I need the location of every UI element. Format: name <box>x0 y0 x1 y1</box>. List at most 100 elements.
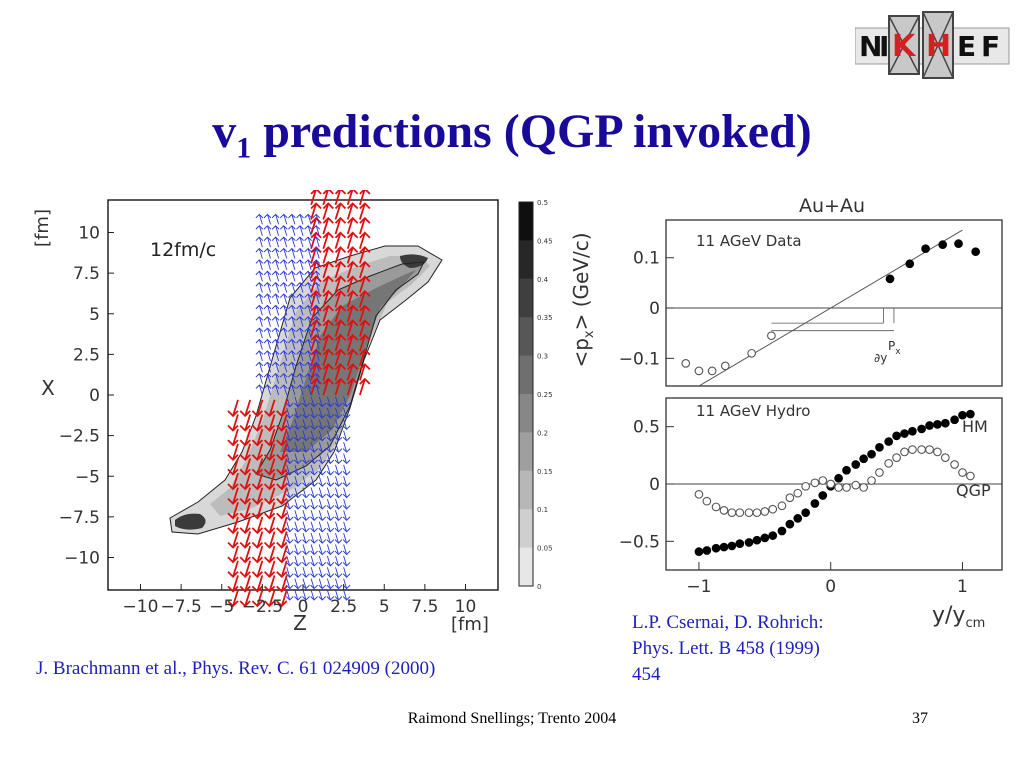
flow-arrow <box>310 589 318 601</box>
flow-arrow <box>334 464 343 476</box>
flow-arrow <box>271 247 280 259</box>
flow-arrow <box>279 247 288 259</box>
flow-arrow <box>255 213 264 225</box>
flow-arrow <box>326 487 335 499</box>
flow-arrow <box>318 555 327 567</box>
flow-arrow <box>312 304 321 316</box>
flow-arrow <box>346 319 359 337</box>
flow-arrow <box>239 458 252 476</box>
flow-arrow <box>263 443 276 462</box>
flow-arrow <box>334 453 343 465</box>
flow-arrow <box>334 377 347 396</box>
flow-arrow <box>359 348 371 367</box>
flow-arrow <box>288 384 296 396</box>
flow-arrow <box>346 333 359 352</box>
flow-arrow <box>346 348 359 367</box>
open-data-point <box>707 366 717 376</box>
flow-arrow <box>296 293 304 305</box>
filled-data-point <box>921 244 930 254</box>
flow-arrow <box>326 407 335 419</box>
flow-arrow <box>359 289 371 308</box>
filled-data-point <box>950 415 959 425</box>
flow-arrow <box>263 384 272 396</box>
flow-arrow <box>263 293 272 305</box>
flow-arrow <box>285 441 294 453</box>
open-data-point <box>900 447 909 457</box>
reference-left: J. Brachmann et al., Phys. Rev. C. 61 02… <box>36 658 436 679</box>
colorbar-label: <px> (GeV/c) <box>569 232 597 367</box>
filled-data-point <box>777 526 787 536</box>
flow-arrow <box>263 327 272 339</box>
flow-arrow <box>239 414 252 432</box>
flow-arrow <box>302 464 310 476</box>
series-label-qgp: QGP <box>956 481 991 500</box>
top-panel-data: 0.1 0 −0.1 <box>619 229 1002 387</box>
flow-arrow <box>288 327 296 339</box>
colorbar-tick-label: 0 <box>537 583 541 591</box>
flow-arrow <box>263 270 272 282</box>
open-data-point <box>760 507 770 516</box>
flow-arrow <box>294 578 302 590</box>
flow-arrow <box>322 275 334 293</box>
filled-data-point <box>744 538 754 547</box>
flow-arrow <box>227 545 239 564</box>
open-data-point <box>801 481 811 491</box>
flow-arrow <box>302 419 310 431</box>
flow-arrow <box>288 293 296 305</box>
open-data-point <box>711 502 721 512</box>
filled-data-point <box>859 454 868 464</box>
flow-arrow <box>285 567 294 578</box>
flow-arrow <box>239 501 252 520</box>
flow-arrow <box>334 419 343 431</box>
flow-arrow <box>276 589 288 608</box>
flow-arrow <box>334 319 347 337</box>
flow-arrow <box>285 419 294 431</box>
filled-data-point <box>971 247 980 257</box>
y-tick-label: 5 <box>89 305 100 325</box>
flow-arrow <box>302 487 310 499</box>
open-data-point <box>744 508 754 518</box>
flow-arrow <box>294 430 302 442</box>
flow-arrow <box>342 555 351 567</box>
flow-arrow <box>255 350 264 362</box>
flow-arrow <box>251 531 264 549</box>
flow-arrow <box>285 453 294 465</box>
filled-data-point <box>702 546 712 555</box>
flow-arrow <box>359 202 371 220</box>
flow-arrow <box>326 430 335 442</box>
flow-arrow <box>271 259 280 271</box>
colorbar-tick-label: 0.4 <box>537 276 549 284</box>
x-tick-label: 1 <box>957 577 968 597</box>
flow-arrow <box>263 472 276 491</box>
flow-arrow <box>227 399 239 418</box>
flow-arrow <box>312 247 321 259</box>
flow-arrow <box>255 338 264 350</box>
flow-arrow <box>310 578 318 590</box>
flow-arrow <box>302 441 310 453</box>
flow-arrow <box>263 545 276 564</box>
flow-arrow <box>334 260 347 279</box>
flow-arrow <box>294 396 302 408</box>
flow-heatmap-chart: −10 −7.5 −5 −2.5 0 2.5 5 7.5 10107.552.50−2.5−5−… <box>32 190 597 635</box>
open-data-point <box>777 501 787 511</box>
flow-arrow <box>312 213 321 225</box>
filled-data-point <box>785 519 795 529</box>
flow-arrow <box>346 304 359 323</box>
bottom-panel-data: 0.5 0 −0.5 <box>619 409 1002 557</box>
flow-arrow <box>279 225 288 236</box>
flow-arrow <box>334 532 343 544</box>
open-data-point <box>867 476 876 485</box>
flow-arrow <box>271 338 280 350</box>
flow-arrow <box>276 472 288 491</box>
filled-data-point <box>834 473 843 483</box>
filled-data-point <box>908 426 917 436</box>
reference-right-line: 454 <box>632 664 661 685</box>
title-rest: predictions (QGP invoked) <box>251 105 812 158</box>
flow-arrow <box>279 213 288 225</box>
flow-arrow <box>312 225 321 236</box>
flow-arrow <box>318 396 327 408</box>
flow-arrow <box>359 377 371 396</box>
filled-data-point <box>966 409 975 419</box>
flow-arrow <box>322 348 334 367</box>
flow-arrow <box>318 487 327 499</box>
